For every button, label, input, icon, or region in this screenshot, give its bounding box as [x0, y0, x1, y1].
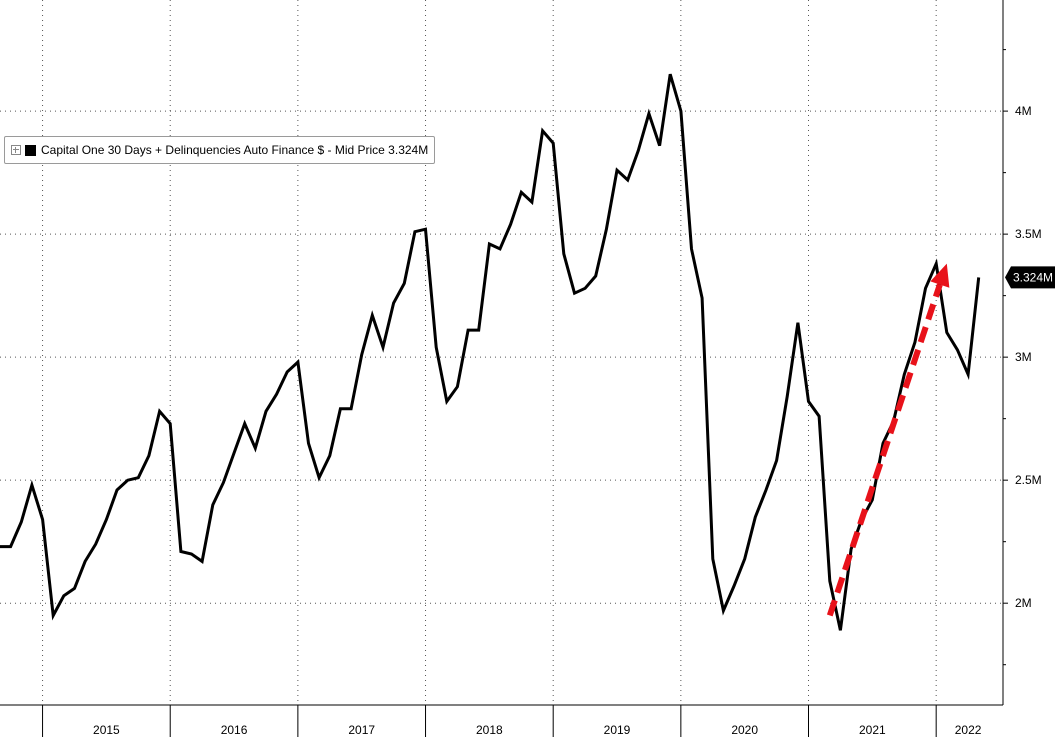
- last-value-label: 3.324M: [1013, 270, 1053, 284]
- x-tick-label: 2016: [221, 723, 248, 737]
- legend-label: Capital One 30 Days + Delinquencies Auto…: [41, 143, 429, 157]
- last-value-tag: [1005, 266, 1055, 289]
- x-tick-label: 2017: [348, 723, 375, 737]
- grid: [0, 0, 1003, 705]
- last-value-group: 3.324M: [1005, 266, 1055, 289]
- legend-swatch: [25, 144, 36, 156]
- x-tick-label: 2015: [93, 723, 120, 737]
- x-tick-label: 2018: [476, 723, 503, 737]
- y-tick-label: 3M: [1015, 350, 1032, 364]
- x-tick-label: 2021: [859, 723, 886, 737]
- y-tick-label: 4M: [1015, 104, 1032, 118]
- y-tick-label: 2M: [1015, 596, 1032, 610]
- series-line: [0, 73, 981, 631]
- y-tick-label: 3.5M: [1015, 227, 1042, 241]
- annotation-group: [826, 263, 950, 617]
- annotation-arrow-head: [930, 263, 950, 288]
- x-tick-label: 2019: [604, 723, 631, 737]
- x-tick-label: 2020: [731, 723, 758, 737]
- y-tick-label: 2.5M: [1015, 473, 1042, 487]
- legend[interactable]: Capital One 30 Days + Delinquencies Auto…: [4, 136, 436, 164]
- legend-expand-icon[interactable]: [11, 145, 21, 155]
- x-tick-label: 2022: [955, 723, 982, 737]
- annotation-arrow-shaft: [826, 283, 943, 617]
- series-group: [0, 73, 981, 631]
